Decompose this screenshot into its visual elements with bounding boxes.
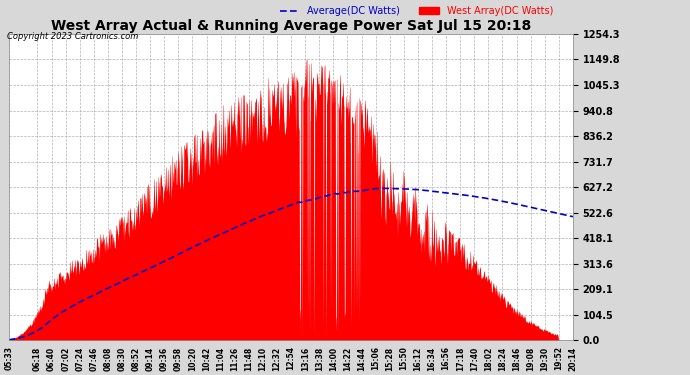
Legend: Average(DC Watts), West Array(DC Watts): Average(DC Watts), West Array(DC Watts) [276, 2, 557, 20]
Text: Copyright 2023 Cartronics.com: Copyright 2023 Cartronics.com [7, 32, 138, 41]
Title: West Array Actual & Running Average Power Sat Jul 15 20:18: West Array Actual & Running Average Powe… [50, 19, 531, 33]
